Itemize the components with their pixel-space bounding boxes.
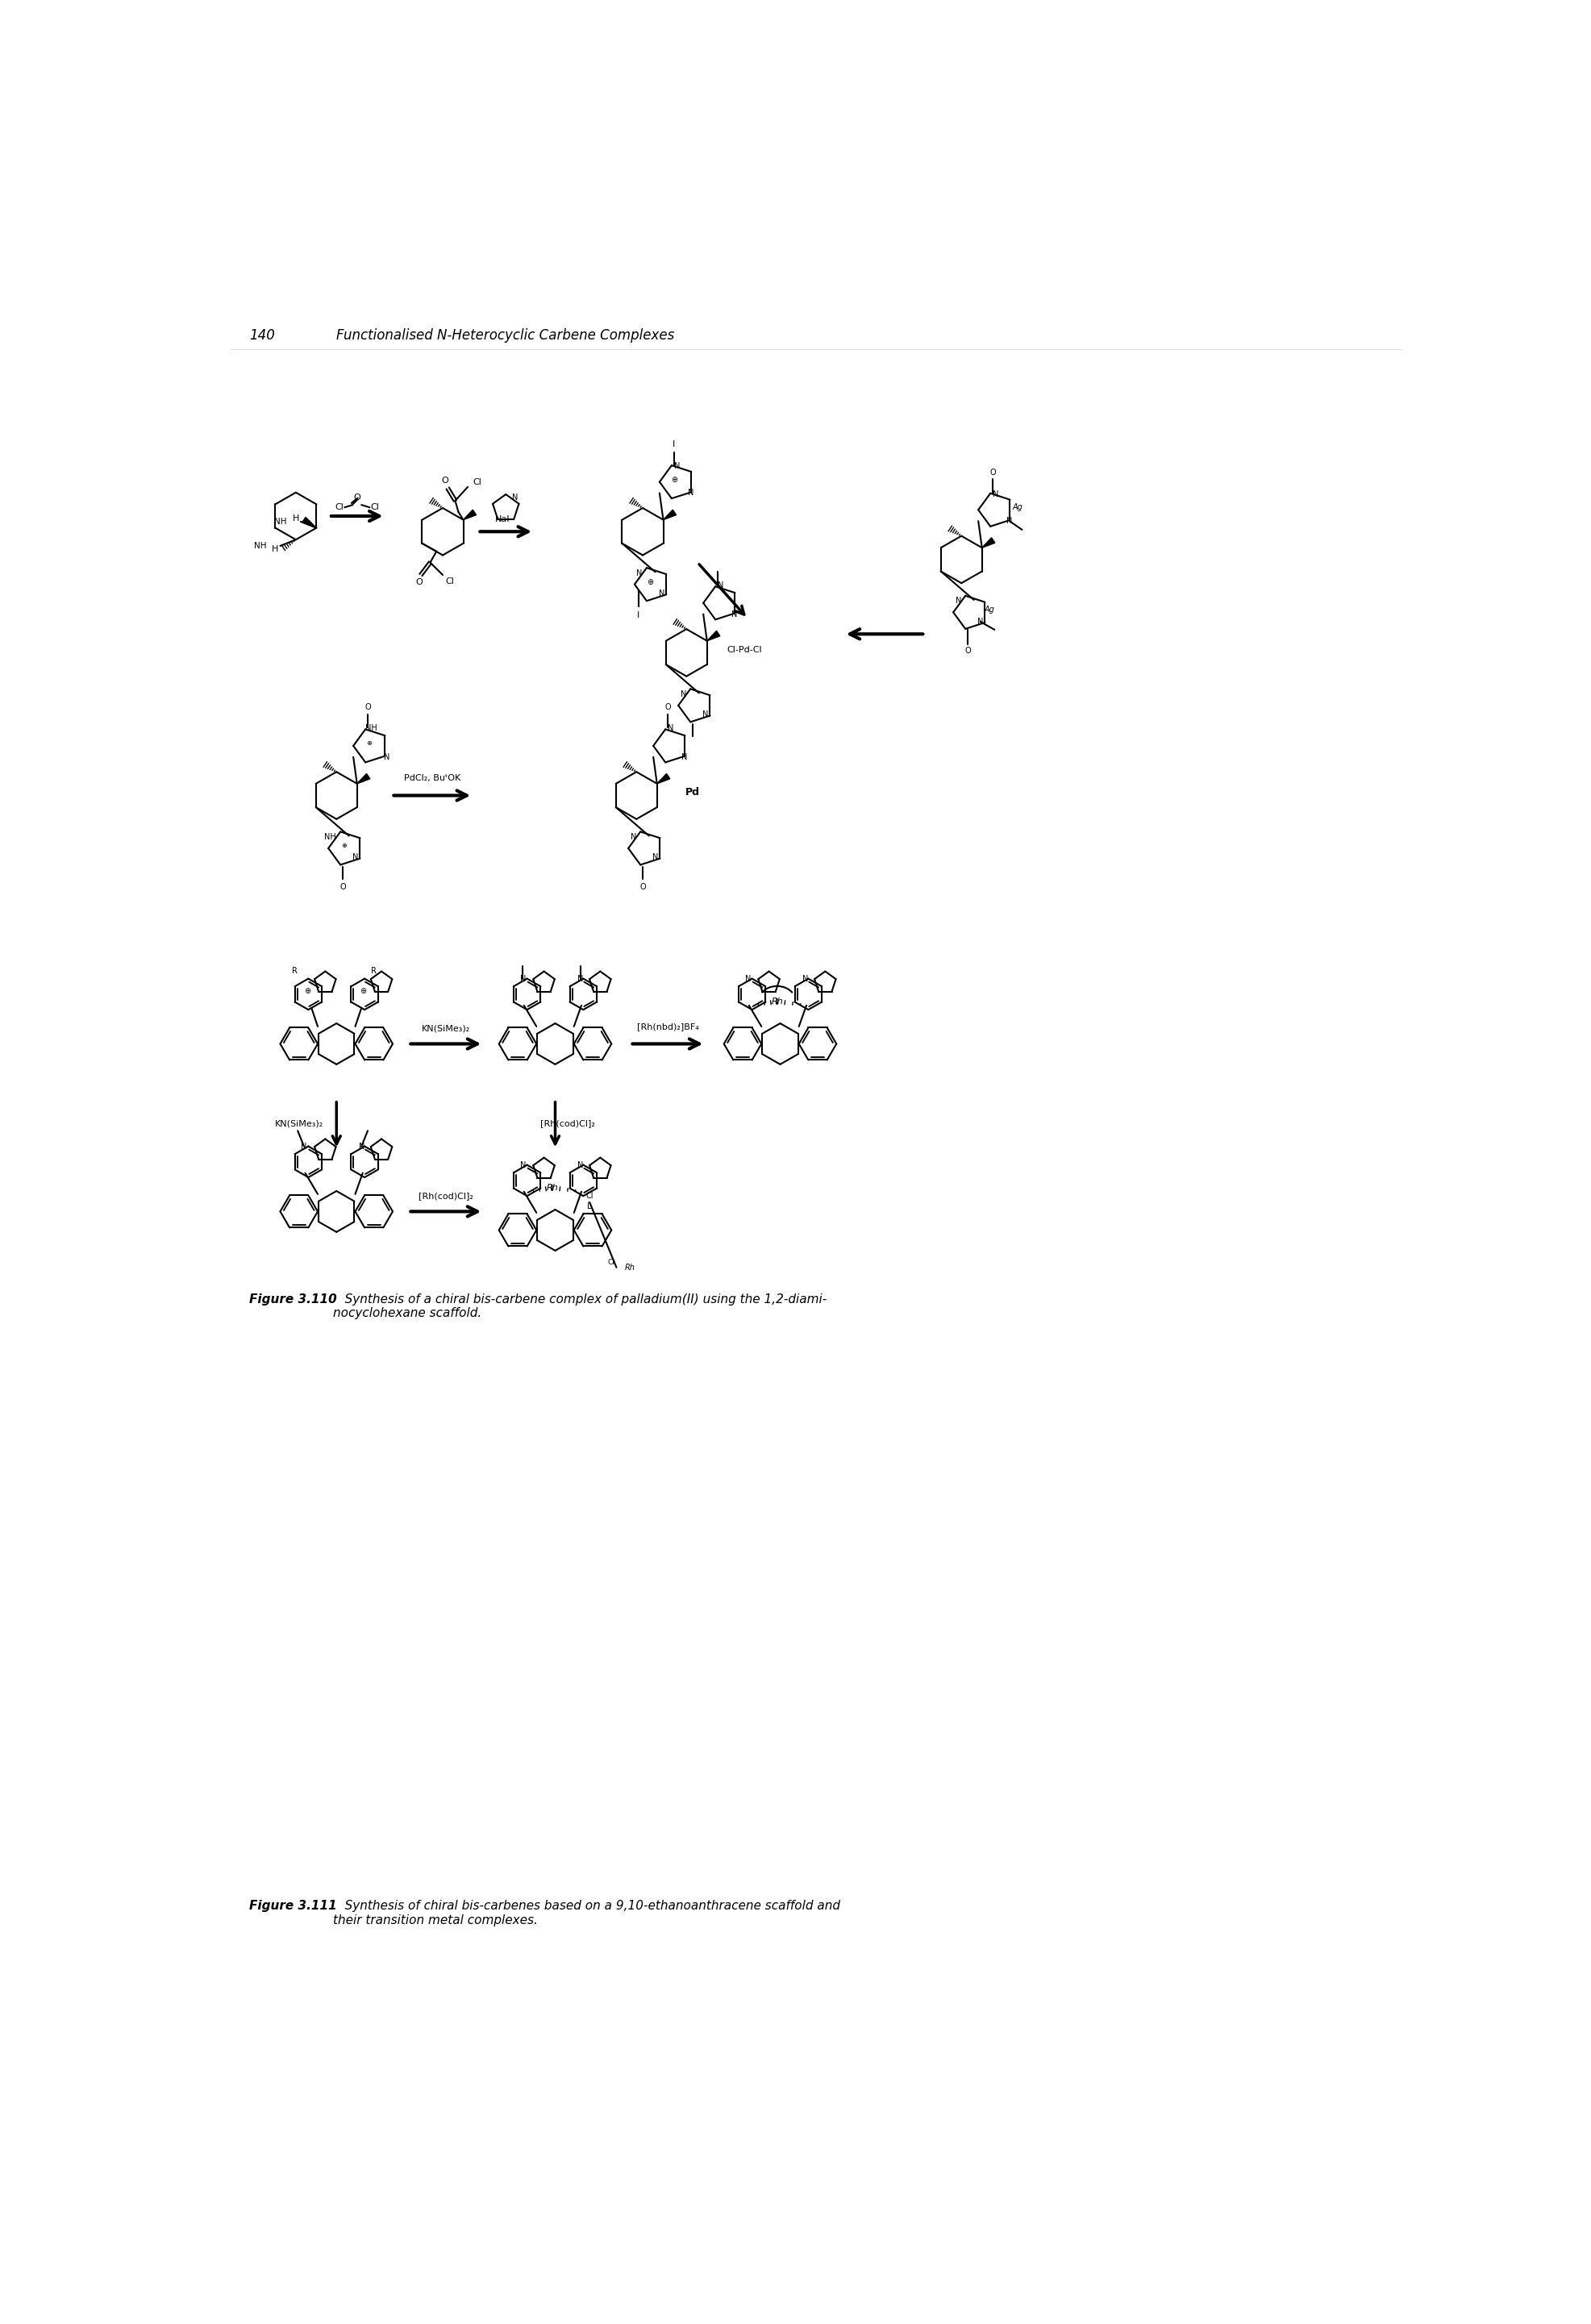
Text: NH: NH (255, 541, 266, 551)
Text: NH: NH (325, 832, 336, 841)
Polygon shape (356, 774, 369, 783)
Text: H: H (293, 514, 299, 523)
Polygon shape (302, 518, 317, 528)
Text: Cl-Pd-Cl: Cl-Pd-Cl (727, 646, 762, 653)
Polygon shape (663, 509, 676, 521)
Text: Cl: Cl (336, 504, 344, 511)
Text: O: O (339, 883, 345, 890)
Text: O: O (640, 883, 646, 890)
Polygon shape (706, 630, 719, 641)
Text: N: N (512, 493, 519, 502)
Text: Synthesis of a chiral bis-carbene complex of palladium(II) using the 1,2-diami-
: Synthesis of a chiral bis-carbene comple… (333, 1294, 827, 1320)
Text: Rh: Rh (625, 1264, 635, 1271)
Text: N: N (652, 853, 657, 862)
Text: N: N (673, 462, 679, 469)
Text: O: O (353, 493, 361, 502)
Text: N: N (993, 490, 998, 497)
Text: R: R (291, 967, 298, 974)
Text: L: L (587, 1202, 592, 1211)
Text: N: N (679, 690, 686, 697)
Text: N: N (659, 590, 663, 597)
Polygon shape (463, 509, 476, 521)
Text: ⊕: ⊕ (646, 579, 654, 586)
Text: O: O (665, 704, 670, 711)
Text: N: N (358, 1143, 364, 1150)
Text: N: N (578, 974, 582, 983)
Text: Ag: Ag (983, 607, 994, 614)
Text: N: N (687, 488, 694, 497)
Text: N: N (383, 753, 390, 760)
Text: N: N (636, 569, 643, 576)
Text: Cl: Cl (445, 576, 455, 586)
Text: Figure 3.110: Figure 3.110 (248, 1294, 336, 1306)
Text: N: N (745, 974, 751, 983)
Text: N: N (681, 753, 687, 760)
Text: [Rh(cod)Cl]₂: [Rh(cod)Cl]₂ (418, 1192, 473, 1199)
Text: N: N (301, 1143, 307, 1150)
Text: N: N (520, 974, 525, 983)
Polygon shape (982, 537, 994, 548)
Text: KN(SiMe₃)₂: KN(SiMe₃)₂ (422, 1025, 469, 1032)
Text: Cl: Cl (608, 1260, 614, 1267)
Text: O: O (990, 469, 996, 476)
Text: ⊕: ⊕ (340, 841, 347, 848)
Text: Rh: Rh (546, 1183, 558, 1192)
Text: N: N (955, 597, 961, 604)
Text: [Rh(nbd)₂]BF₄: [Rh(nbd)₂]BF₄ (636, 1023, 698, 1030)
Text: O: O (441, 476, 449, 486)
Text: ⊕: ⊕ (366, 739, 372, 746)
Text: Pd: Pd (686, 788, 700, 797)
Text: N: N (977, 618, 983, 625)
Text: Cl: Cl (585, 1192, 593, 1199)
Text: NaI: NaI (495, 516, 509, 523)
Polygon shape (657, 774, 670, 783)
Text: I: I (673, 442, 675, 449)
Text: O: O (364, 704, 371, 711)
Text: N: N (630, 832, 636, 841)
Text: KN(SiMe₃)₂: KN(SiMe₃)₂ (275, 1120, 323, 1127)
Text: O: O (415, 579, 422, 586)
Text: 140: 140 (248, 328, 275, 344)
Text: R: R (371, 967, 377, 974)
Text: [Rh(cod)Cl]₂: [Rh(cod)Cl]₂ (539, 1120, 595, 1127)
Text: O: O (964, 646, 971, 655)
Text: N: N (668, 725, 673, 732)
Text: Functionalised N-Heterocyclic Carbene Complexes: Functionalised N-Heterocyclic Carbene Co… (336, 328, 675, 344)
Text: Cl: Cl (371, 504, 379, 511)
Text: N: N (718, 581, 724, 590)
Text: N: N (1006, 516, 1012, 525)
Text: N: N (802, 974, 808, 983)
Text: N: N (578, 1162, 582, 1169)
Text: Figure 3.111: Figure 3.111 (248, 1901, 336, 1913)
Text: NH: NH (274, 518, 286, 525)
Text: ⊕: ⊕ (360, 988, 366, 995)
Text: Ag: Ag (1012, 504, 1023, 511)
Text: I: I (636, 611, 640, 621)
Text: N: N (732, 611, 737, 618)
Text: Cl: Cl (473, 479, 480, 486)
Text: N: N (352, 853, 358, 862)
Text: N: N (520, 1162, 525, 1169)
Text: PdCl₂, BuᵗOK: PdCl₂, BuᵗOK (404, 774, 460, 783)
Text: H: H (272, 544, 278, 553)
Text: Rh: Rh (770, 997, 783, 1006)
Text: NH: NH (364, 725, 377, 732)
Text: ⊕: ⊕ (670, 476, 676, 483)
Text: N: N (702, 711, 708, 718)
Text: Synthesis of chiral bis-carbenes based on a 9,10-ethanoanthracene scaffold and
t: Synthesis of chiral bis-carbenes based o… (333, 1901, 840, 1927)
Text: ⊕: ⊕ (304, 988, 310, 995)
